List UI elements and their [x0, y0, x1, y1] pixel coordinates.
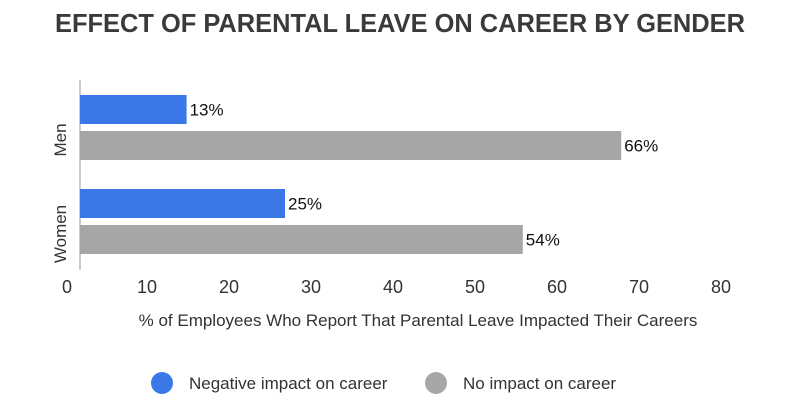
chart-title: EFFECT OF PARENTAL LEAVE ON CAREER BY GE… — [55, 8, 745, 38]
legend-label: No impact on career — [463, 374, 616, 393]
data-label: 25% — [288, 195, 322, 214]
bar — [80, 189, 285, 218]
x-tick-label: 80 — [711, 277, 731, 297]
x-tick-label: 60 — [547, 277, 567, 297]
legend-marker — [425, 372, 447, 394]
data-label: 54% — [526, 231, 560, 250]
category-label: Women — [51, 205, 70, 263]
x-tick-label: 70 — [629, 277, 649, 297]
data-label: 13% — [190, 101, 224, 120]
x-tick-label: 20 — [219, 277, 239, 297]
x-axis-label: % of Employees Who Report That Parental … — [139, 311, 698, 330]
bar — [80, 225, 523, 254]
x-tick-label: 40 — [383, 277, 403, 297]
x-tick-label: 50 — [465, 277, 485, 297]
legend-marker — [151, 372, 173, 394]
x-tick-label: 0 — [62, 277, 72, 297]
bar — [80, 95, 187, 124]
legend-label: Negative impact on career — [189, 374, 388, 393]
x-tick-label: 30 — [301, 277, 321, 297]
data-label: 66% — [624, 137, 658, 156]
category-label: Men — [51, 123, 70, 156]
x-tick-label: 10 — [137, 277, 157, 297]
bar — [80, 131, 622, 160]
